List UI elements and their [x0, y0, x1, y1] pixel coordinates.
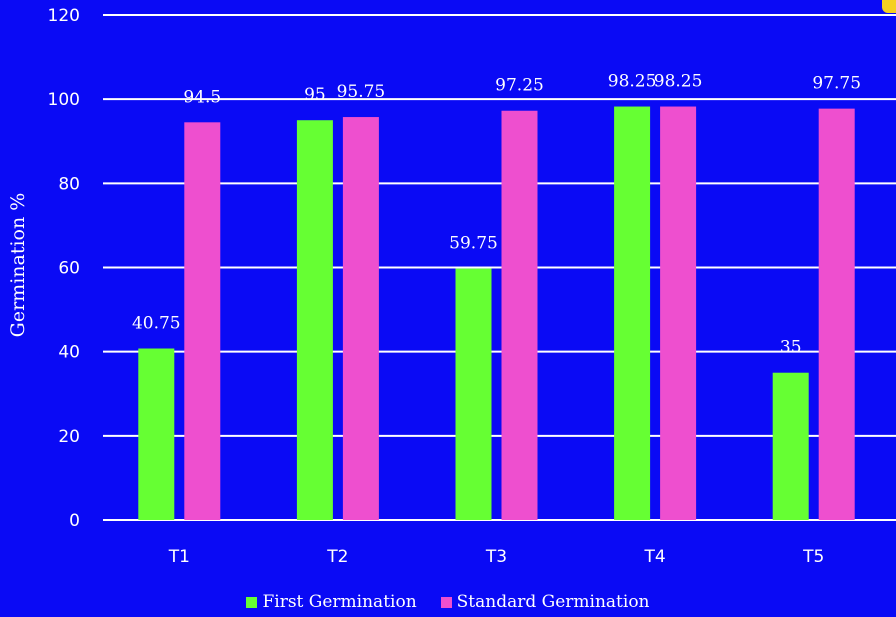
legend: First Germination Standard Germination — [0, 592, 896, 612]
x-tick-label-t1: T1 — [168, 547, 190, 567]
bar-t5-series-1 — [772, 372, 809, 520]
data-label-t3-series-1: 59.75 — [449, 234, 498, 254]
data-label-t1-series-2: 94.5 — [183, 87, 221, 107]
bar-t1-series-2 — [184, 122, 221, 520]
bar-t2-series-2 — [342, 117, 379, 520]
legend-swatch-first-germination — [246, 596, 258, 608]
x-tick-label-t3: T3 — [485, 547, 507, 567]
bar-t4-series-2 — [660, 106, 697, 520]
legend-item-first-germination: First Germination — [246, 592, 417, 612]
data-label-t5-series-1: 35 — [780, 338, 802, 358]
y-tick-label-40: 40 — [58, 343, 80, 363]
corner-mark — [882, 0, 896, 13]
legend-label-first-germination: First Germination — [262, 592, 417, 612]
x-tick-label-t2: T2 — [326, 547, 348, 567]
y-axis-label: Germination % — [7, 192, 29, 338]
y-tick-label-80: 80 — [58, 174, 80, 194]
data-label-t2-series-2: 95.75 — [337, 82, 386, 102]
bar-t4-series-1 — [614, 106, 651, 520]
x-tick-label-t5: T5 — [802, 547, 824, 567]
data-label-t2-series-1: 95 — [304, 85, 326, 105]
y-tick-label-0: 0 — [69, 511, 80, 531]
y-tick-label-20: 20 — [58, 427, 80, 447]
y-tick-label-100: 100 — [48, 90, 80, 110]
data-label-t5-series-2: 97.75 — [812, 74, 861, 94]
legend-swatch-standard-germination — [440, 596, 452, 608]
x-tick-label-t4: T4 — [643, 547, 665, 567]
legend-label-standard-germination: Standard Germination — [456, 592, 650, 612]
y-tick-label-60: 60 — [58, 259, 80, 279]
bar-t2-series-1 — [296, 120, 333, 520]
bar-t1-series-1 — [138, 348, 175, 520]
data-label-t4-series-2: 98.25 — [654, 72, 703, 92]
data-label-t4-series-1: 98.25 — [608, 72, 657, 92]
legend-item-standard-germination: Standard Germination — [440, 592, 650, 612]
bar-t3-series-1 — [455, 268, 492, 520]
y-tick-label-120: 120 — [48, 6, 80, 26]
data-label-t3-series-2: 97.25 — [495, 76, 544, 96]
bar-t5-series-2 — [818, 108, 855, 521]
bar-t3-series-2 — [501, 110, 538, 520]
data-label-t1-series-1: 40.75 — [132, 314, 181, 334]
